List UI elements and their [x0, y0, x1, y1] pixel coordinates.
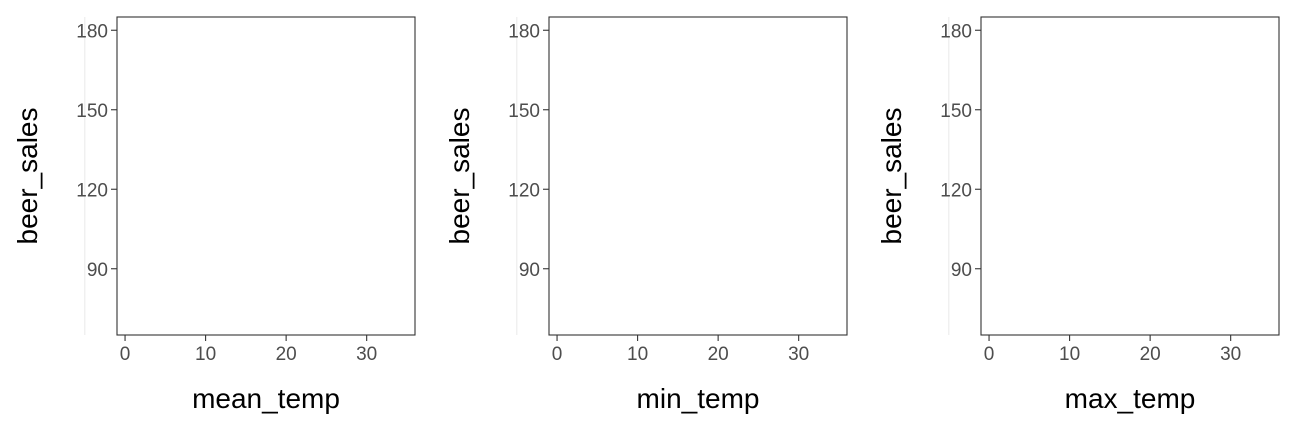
- x-tick-label: 30: [1220, 344, 1241, 365]
- panel-border: [116, 16, 416, 336]
- x-tick-label: 30: [356, 344, 377, 365]
- x-tick-label: 10: [627, 344, 648, 365]
- chart-panel-3: 0 10 20 30 90 120 150 180 max_temp beer_sales: [876, 16, 1280, 414]
- x-tick-label: 0: [552, 344, 563, 365]
- y-axis-title: beer_sales: [12, 108, 43, 245]
- y-tick-label: 90: [519, 260, 540, 281]
- x-axis-title: min_temp: [637, 383, 760, 414]
- x-tick-label: 0: [984, 344, 995, 365]
- panel-border: [980, 16, 1280, 336]
- y-tick-label: 180: [940, 21, 972, 42]
- y-tick-label: 120: [508, 180, 540, 201]
- y-axis-title: beer_sales: [876, 108, 907, 245]
- panel-border: [548, 16, 848, 336]
- y-tick-label: 120: [76, 180, 108, 201]
- y-axis-title: beer_sales: [444, 108, 475, 245]
- y-tick-label: 150: [508, 101, 540, 122]
- y-tick-label: 150: [76, 101, 108, 122]
- y-tick-label: 180: [508, 21, 540, 42]
- x-tick-label: 20: [276, 344, 297, 365]
- y-tick-label: 90: [951, 260, 972, 281]
- x-tick-label: 10: [195, 344, 216, 365]
- x-axis-title: mean_temp: [192, 383, 340, 414]
- y-tick-label: 180: [76, 21, 108, 42]
- chart-panel-1: 0 10 20 30 90 120 150 180 mean_temp beer_sales: [12, 16, 416, 414]
- x-tick-label: 20: [708, 344, 729, 365]
- x-tick-label: 20: [1140, 344, 1161, 365]
- x-tick-label: 0: [120, 344, 131, 365]
- y-tick-label: 120: [940, 180, 972, 201]
- chart-panel-2: 0 10 20 30 90 120 150 180 min_temp beer_sales: [444, 16, 848, 414]
- x-tick-label: 10: [1059, 344, 1080, 365]
- y-tick-label: 90: [87, 260, 108, 281]
- x-tick-label: 30: [788, 344, 809, 365]
- y-tick-label: 150: [940, 101, 972, 122]
- x-axis-title: max_temp: [1065, 383, 1196, 414]
